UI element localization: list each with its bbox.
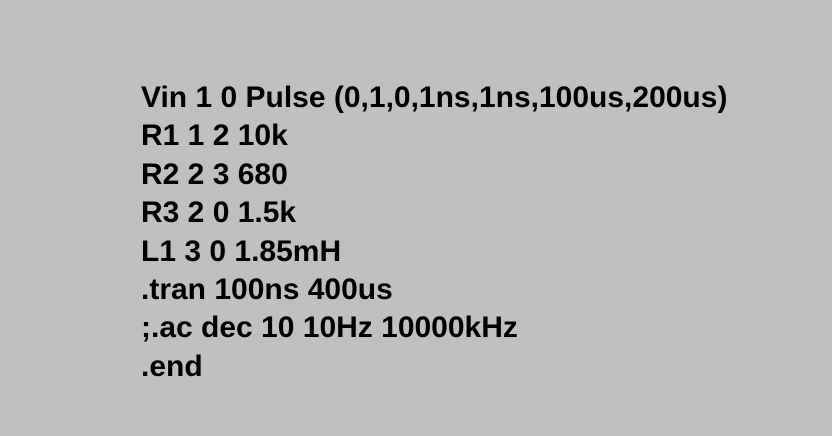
netlist-line-r1: R1 1 2 10k [141, 119, 288, 153]
netlist-line-r2: R2 2 3 680 [141, 157, 288, 191]
netlist-text-block: Vin 1 0 Pulse (0,1,0,1ns,1ns,100us,200us… [141, 79, 727, 386]
netlist-line-l1: L1 3 0 1.85mH [141, 234, 342, 268]
netlist-line-ac-comment: ;.ac dec 10 10Hz 10000kHz [141, 311, 518, 345]
netlist-line-voltage-source: Vin 1 0 Pulse (0,1,0,1ns,1ns,100us,200us… [141, 81, 728, 114]
netlist-line-r3: R3 2 0 1.5k [141, 196, 297, 230]
netlist-line-tran-directive: .tran 100ns 400us [141, 273, 393, 307]
netlist-line-end: .end [141, 349, 203, 383]
